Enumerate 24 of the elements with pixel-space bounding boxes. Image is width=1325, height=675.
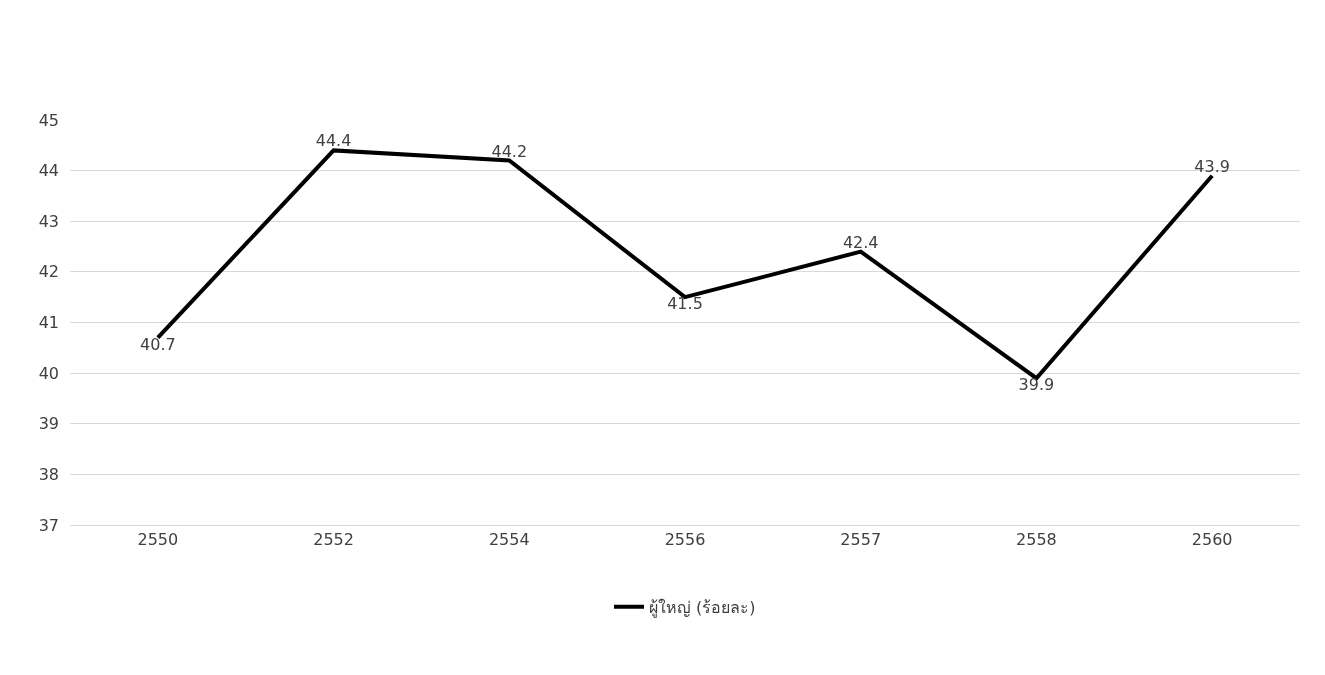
y-tick-label: 42	[38, 262, 59, 282]
y-tick-label: 45	[38, 110, 59, 130]
data-label: 44.2	[491, 141, 528, 161]
legend-label: ผู้ใหญ่ (ร้อยละ)	[649, 597, 756, 618]
x-tick-label: 2550	[137, 530, 179, 550]
data-label: 44.4	[315, 131, 352, 151]
x-tick-label: 2554	[488, 530, 530, 550]
y-tick-label: 38	[38, 464, 59, 484]
y-tick-label: 40	[38, 363, 59, 383]
data-label: 43.9	[1194, 156, 1230, 176]
y-tick-label: 44	[38, 161, 59, 181]
x-tick-label: 2557	[840, 530, 882, 550]
data-label: 42.4	[842, 232, 879, 252]
data-label: 40.7	[140, 334, 176, 354]
data-label: 41.5	[667, 294, 703, 314]
x-tick-label: 2558	[1016, 530, 1057, 550]
y-tick-label: 43	[38, 211, 59, 231]
y-tick-label: 39	[38, 414, 59, 434]
x-tick-label: 2560	[1191, 530, 1233, 550]
x-tick-label: 2552	[313, 530, 354, 550]
x-tick-label: 2556	[664, 530, 706, 550]
y-tick-label: 37	[38, 515, 59, 535]
y-tick-label: 41	[38, 313, 59, 333]
data-label: 39.9	[1018, 375, 1055, 395]
